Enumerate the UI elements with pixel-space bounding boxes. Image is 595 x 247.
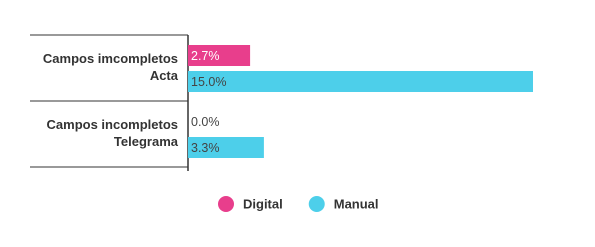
legend-marker [308, 196, 325, 212]
value-label: 0.0% [191, 115, 220, 129]
category-label: Telegrama [114, 134, 179, 149]
value-label: 15.0% [191, 75, 226, 89]
value-label: 3.3% [191, 141, 220, 155]
bar [188, 71, 533, 92]
value-label: 2.7% [191, 49, 220, 63]
legend-label: Digital [243, 196, 283, 211]
legend-marker [218, 196, 234, 212]
category-label: Campos imcompletos [43, 51, 178, 66]
category-label: Campos incompletos [47, 117, 178, 132]
category-label: Acta [150, 68, 179, 83]
bar [188, 137, 264, 158]
bar [188, 45, 251, 66]
legend-label: Manual [334, 196, 379, 211]
